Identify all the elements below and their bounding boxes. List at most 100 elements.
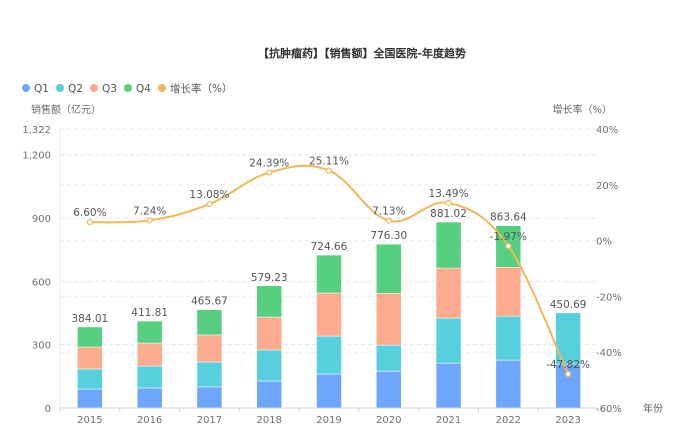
growth-rate-point-2021 (445, 199, 452, 207)
growth-rate-point-2020 (385, 217, 392, 224)
y-tick-label: 1,200 (22, 151, 51, 162)
growth-rate-label: 7.13% (372, 206, 405, 218)
growth-rate-label: 6.60% (73, 207, 106, 219)
y2-tick-label: -40% (596, 348, 622, 359)
bar-q1-2015 (77, 388, 103, 409)
x-tick-label: 2018 (256, 415, 281, 426)
legend-marker-3 (90, 84, 98, 92)
growth-rate-label: 7.24% (133, 205, 166, 217)
bar-q2-2022 (495, 315, 522, 361)
x-tick-label: 2017 (197, 415, 222, 426)
bar-q4-2015 (77, 326, 103, 348)
chart-title: 【抗肿瘤药】【销售额】全国医院-年度趋势 (258, 46, 466, 60)
total-label: 863.64 (490, 212, 527, 224)
legend-marker-1 (22, 84, 30, 92)
y2-tick-label: 20% (596, 181, 618, 192)
legend-label-1: Q1 (34, 83, 49, 95)
bar-q3-2018 (256, 316, 282, 351)
total-labels: 384.01 411.81 465.67 579.23 724.66 776.30 881.… (72, 208, 587, 325)
bar-q4-2020 (376, 243, 402, 294)
bar-q3-2022 (495, 266, 522, 317)
growth-rate-label: -47.82% (546, 359, 590, 371)
growth-rate-point-2018 (266, 169, 273, 176)
growth-rate-label: -1.97% (490, 231, 527, 243)
total-label: 724.66 (311, 241, 348, 253)
growth-rate-point-2016 (146, 217, 153, 224)
bar-q3-2019 (316, 292, 342, 337)
total-label: 776.30 (370, 230, 407, 242)
total-label: 465.67 (191, 296, 228, 308)
bar-q2-2015 (77, 368, 103, 390)
bars (77, 221, 581, 409)
bar-q1-2021 (435, 362, 462, 409)
x-axis: 2015 2016 2017 2018 2019 2020 2021 2022 2023 (59, 407, 599, 426)
x-tick-label: 2023 (555, 415, 580, 426)
total-label: 579.23 (251, 272, 288, 284)
legend-label-3: Q3 (102, 83, 117, 95)
bar-q4-2021 (435, 221, 462, 269)
y-tick-label: 900 (32, 214, 51, 225)
growth-rate-point-2022 (505, 242, 512, 250)
y2-tick-label: 40% (596, 125, 618, 136)
x-tick-label: 2020 (376, 415, 401, 426)
growth-line: 6.60% 7.24% 13.08% 24.39% 25.11% 7.13% 13.49% -… (73, 156, 590, 378)
y-axis-ticks: 0 300 600 900 1,200 1,322 (22, 125, 51, 415)
bar-q4-2019 (316, 254, 342, 294)
y-tick-label: 1,322 (22, 125, 51, 136)
y-tick-label: 300 (32, 341, 51, 352)
legend-marker-5 (158, 84, 166, 92)
legend-label-5: 增长率（%） (170, 82, 232, 95)
x-tick-label: 2022 (496, 415, 521, 426)
bar-q2-2017 (196, 361, 223, 388)
total-label: 384.01 (72, 313, 109, 325)
growth-rate-label: 25.11% (309, 156, 349, 168)
y2-axis-title: 增长率（%） (552, 103, 612, 116)
y-axis-title: 销售额（亿元） (31, 103, 101, 116)
bar-q1-2016 (136, 387, 163, 409)
growth-rate-label: 13.08% (189, 189, 229, 201)
x-tick-label: 2021 (436, 415, 461, 426)
y-tick-label: 600 (32, 277, 51, 288)
total-label: 411.81 (131, 307, 168, 319)
bar-q2-2018 (256, 349, 282, 382)
legend-label-2: Q2 (68, 83, 83, 95)
bar-q2-2023 (555, 312, 581, 365)
growth-rate-label: 24.39% (249, 158, 289, 170)
bar-q1-2017 (196, 386, 223, 409)
growth-rate-point-2023 (565, 370, 572, 378)
total-label: 881.02 (430, 208, 467, 220)
legend-label-4: Q4 (136, 83, 151, 95)
x-axis-title: 年份 (643, 402, 663, 415)
growth-rate-point-2019 (325, 167, 333, 174)
y2-tick-label: -20% (596, 292, 622, 303)
bar-q3-2021 (435, 267, 462, 319)
legend: Q1 Q2 Q3 Q4 增长率（%） (22, 82, 232, 95)
bar-q2-2021 (435, 317, 462, 364)
bar-q1-2019 (316, 373, 342, 409)
growth-rate-label: 13.49% (429, 188, 469, 200)
bar-q1-2018 (256, 380, 282, 409)
bar-q2-2016 (136, 365, 163, 389)
y-tick-label: 0 (45, 404, 51, 415)
y2-axis-ticks: -60% -40% -20% 0% 20% 40% (596, 125, 622, 415)
bar-q3-2020 (376, 292, 402, 346)
growth-rate-point-2015 (86, 219, 93, 226)
y2-tick-label: -60% (596, 404, 622, 415)
bar-q3-2015 (77, 346, 103, 370)
bar-q4-2017 (196, 309, 223, 336)
x-tick-label: 2016 (137, 415, 162, 426)
x-tick-label: 2015 (77, 415, 102, 426)
growth-rate-point-2017 (206, 201, 213, 208)
bar-q3-2016 (136, 342, 163, 367)
legend-marker-4 (124, 84, 132, 92)
bar-q4-2018 (256, 285, 282, 318)
x-tick-label: 2019 (316, 415, 341, 426)
bar-q4-2016 (136, 320, 163, 344)
bar-q3-2017 (196, 334, 223, 363)
bar-q1-2022 (495, 359, 522, 409)
total-label: 450.69 (550, 299, 587, 311)
bar-q2-2019 (316, 335, 342, 375)
bar-q2-2020 (376, 344, 402, 372)
bar-q1-2020 (376, 370, 402, 409)
